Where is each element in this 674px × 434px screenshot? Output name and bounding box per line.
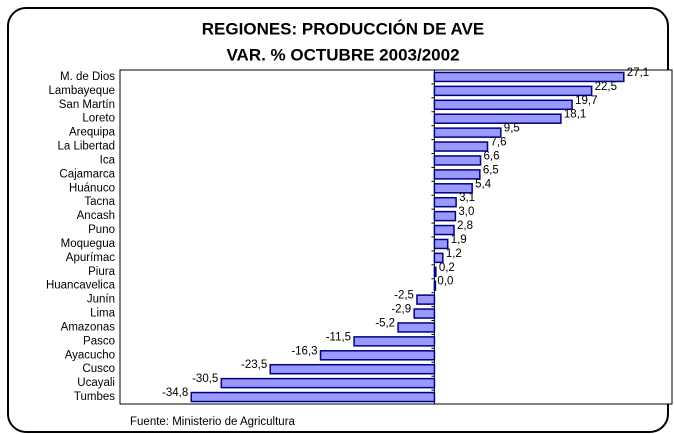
- y-tick-label: Ucayali: [77, 377, 115, 389]
- bar: [190, 391, 436, 403]
- bar: [413, 308, 436, 319]
- y-tick-label: Piura: [88, 266, 115, 278]
- y-tick-label: Cajamarca: [59, 168, 115, 180]
- value-label: 7,6: [491, 137, 507, 149]
- value-label: 0,0: [437, 276, 453, 288]
- y-tick-label: Junín: [87, 294, 115, 306]
- chart-title: REGIONES: PRODUCCIÓN DE AVE: [202, 19, 484, 38]
- y-tick-label: Amazonas: [61, 321, 116, 333]
- value-label: 19,7: [575, 95, 597, 107]
- bar: [433, 99, 573, 111]
- y-tick-label: La Libertad: [57, 141, 115, 153]
- y-tick-label: Tumbes: [74, 391, 115, 403]
- bar: [433, 141, 489, 152]
- value-label: -2,9: [391, 304, 411, 316]
- bar: [433, 210, 457, 222]
- y-tick-label: Pasco: [83, 335, 115, 347]
- value-label: -23,5: [241, 359, 267, 371]
- bar: [433, 155, 482, 166]
- value-label: 6,5: [483, 164, 499, 176]
- bar: [433, 71, 625, 83]
- y-tick-label: Arequipa: [69, 127, 116, 139]
- value-label: 2,8: [457, 220, 473, 232]
- y-tick-label: Ayacucho: [65, 349, 115, 361]
- bar: [319, 350, 436, 361]
- bar: [433, 266, 437, 278]
- y-tick-label: Puno: [88, 224, 115, 236]
- value-label: 3,0: [458, 206, 474, 218]
- value-label: -30,5: [192, 373, 218, 385]
- y-tick-label: Ica: [100, 154, 116, 166]
- bar: [433, 224, 455, 236]
- bar: [433, 113, 562, 124]
- bar: [433, 238, 449, 250]
- y-tick-label: Tacna: [84, 196, 115, 208]
- y-tick-label: Moquegua: [61, 238, 116, 250]
- value-label: 3,1: [459, 192, 475, 204]
- bar: [397, 322, 436, 333]
- y-tick-label: Loreto: [82, 113, 115, 125]
- bar: [433, 85, 593, 97]
- y-tick-label: Ancash: [77, 210, 115, 222]
- value-label: 18,1: [564, 109, 586, 121]
- value-label: -16,3: [291, 345, 317, 357]
- chart-subtitle: VAR. % OCTUBRE 2003/2002: [226, 45, 459, 64]
- value-label: 0,2: [439, 262, 455, 274]
- value-label: -5,2: [375, 317, 395, 329]
- y-tick-label: Cusco: [82, 363, 115, 375]
- value-label: -11,5: [326, 331, 351, 343]
- y-tick-label: Apurímac: [66, 252, 115, 264]
- bar: [220, 377, 436, 389]
- bar: [433, 183, 473, 194]
- y-tick-label: M. de Dios: [60, 71, 115, 83]
- value-label: 6,6: [484, 150, 500, 162]
- bar: [433, 252, 444, 264]
- bar: [416, 294, 436, 305]
- value-label: -34,8: [162, 387, 188, 399]
- y-tick-label: Lambayeque: [49, 85, 116, 97]
- y-tick-label: Huánuco: [69, 182, 115, 194]
- value-label: 1,2: [446, 248, 462, 260]
- value-label: 22,5: [595, 81, 617, 93]
- plot-area: [119, 69, 673, 405]
- y-tick-label: Lima: [90, 308, 116, 320]
- value-label: 27,1: [627, 67, 649, 79]
- value-label: 1,9: [451, 234, 467, 246]
- value-label: 5,4: [475, 178, 492, 190]
- y-tick-label: Huancavelica: [46, 280, 116, 292]
- value-label: 9,5: [504, 123, 520, 135]
- y-tick-label: San Martín: [59, 99, 115, 111]
- source-note: Fuente: Ministerio de Agricultura: [130, 416, 296, 428]
- bar: [433, 169, 481, 180]
- bar: [433, 280, 437, 291]
- value-label: -2,5: [394, 290, 414, 302]
- bar: [353, 336, 436, 347]
- bar: [433, 196, 457, 208]
- bar: [433, 127, 502, 138]
- bar: [269, 363, 436, 375]
